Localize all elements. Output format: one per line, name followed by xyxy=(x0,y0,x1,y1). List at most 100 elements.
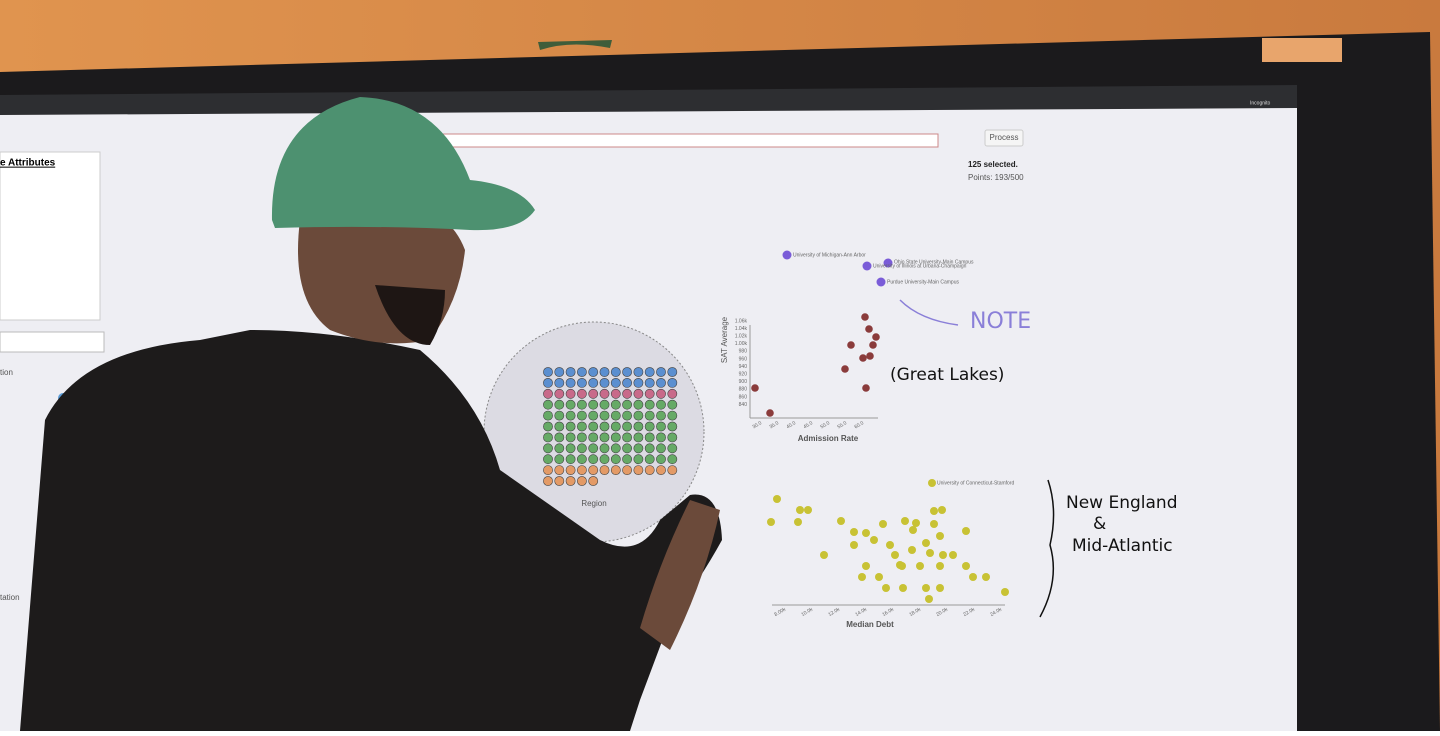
point xyxy=(837,517,845,525)
person-beard xyxy=(375,285,445,345)
waffle-dot xyxy=(577,399,587,410)
x-tick-label: 55.0 xyxy=(836,420,848,430)
waffle-dot xyxy=(667,410,678,421)
points-count: Points: 193/500 xyxy=(968,173,1024,182)
waffle-dot xyxy=(610,388,621,399)
search-box[interactable] xyxy=(0,331,105,353)
sticker xyxy=(1262,38,1342,62)
point xyxy=(883,258,893,268)
waffle-dot xyxy=(622,454,632,465)
waffle-dot xyxy=(588,476,599,486)
waffle-dot xyxy=(543,454,553,465)
point xyxy=(938,506,946,514)
point xyxy=(861,313,869,321)
x-axis-title: Median Debt xyxy=(846,620,894,629)
process-button[interactable] xyxy=(984,129,1024,147)
y-tick-label: 860 xyxy=(739,394,748,400)
waffle-dot xyxy=(565,367,576,377)
waffle-dot xyxy=(667,421,678,432)
point xyxy=(865,325,873,333)
waffle-dot xyxy=(667,432,678,443)
waffle-dot xyxy=(644,421,655,432)
point xyxy=(872,333,880,341)
waffle-dot xyxy=(599,377,610,388)
process-label[interactable]: Process xyxy=(990,133,1019,142)
point xyxy=(796,506,804,514)
waffle-dot xyxy=(599,432,610,443)
point xyxy=(982,573,990,581)
waffle-dot xyxy=(543,388,553,399)
waffle-dot xyxy=(543,443,553,454)
waffle-dot xyxy=(633,443,644,454)
waffle-dot xyxy=(656,377,666,388)
waffle-dot xyxy=(565,421,576,432)
sidebar-label: tion xyxy=(0,368,13,377)
point xyxy=(949,551,957,559)
waffle-dot xyxy=(599,367,610,377)
waffle-dot xyxy=(565,454,576,465)
waffle-dot xyxy=(554,399,565,410)
x-tick-label: 20.0k xyxy=(935,606,949,618)
waffle-dot xyxy=(577,377,587,388)
waffle-dot xyxy=(622,465,632,475)
waffle-dot xyxy=(565,465,576,475)
waffle-dot xyxy=(554,421,565,432)
waffle-dot xyxy=(554,476,565,486)
point xyxy=(751,384,759,392)
point xyxy=(916,562,924,570)
x-tick-label: 12.0k xyxy=(827,606,841,618)
waffle-dot xyxy=(577,476,587,486)
waffle-dot xyxy=(610,421,621,432)
waffle-dot xyxy=(610,367,621,377)
handwritten-note: NOTE xyxy=(970,309,1031,334)
waffle-dot xyxy=(577,443,587,454)
waffle-dot xyxy=(565,432,576,443)
waffle-dot xyxy=(622,432,632,443)
waffle-dot xyxy=(599,454,610,465)
y-tick-label: 1.00k xyxy=(735,341,748,347)
point xyxy=(901,517,909,525)
region-label: Region xyxy=(581,499,606,508)
sat-points xyxy=(751,250,893,417)
waffle-dot xyxy=(599,443,610,454)
point xyxy=(962,562,970,570)
waffle-dot xyxy=(656,388,666,399)
debt-points xyxy=(767,479,1009,603)
waffle-dot xyxy=(667,377,678,388)
x-tick-label: 22.0k xyxy=(962,606,976,618)
handwritten-note: Mid-Atlantic xyxy=(1072,536,1173,556)
handwritten-note: New England xyxy=(1066,493,1178,513)
point xyxy=(925,595,933,603)
waffle-dot xyxy=(622,367,632,377)
y-tick-label: 940 xyxy=(739,364,748,370)
point xyxy=(930,520,938,528)
point-label: Purdue University-Main Campus xyxy=(887,279,959,285)
waffle-dot xyxy=(577,432,587,443)
waffle-dot xyxy=(633,388,644,399)
point xyxy=(862,384,870,392)
point xyxy=(794,518,802,526)
waffle-dot xyxy=(577,421,587,432)
point xyxy=(886,541,894,549)
waffle-dot xyxy=(588,454,599,465)
point xyxy=(862,261,872,271)
waffle-dot xyxy=(622,399,632,410)
waffle-dot xyxy=(633,377,644,388)
x-tick-label: 16.0k xyxy=(881,606,895,618)
point xyxy=(882,584,890,592)
x-tick-label: 30.0 xyxy=(751,420,763,430)
query-box[interactable] xyxy=(439,133,939,148)
point xyxy=(926,549,934,557)
waffle-dot xyxy=(633,454,644,465)
point-label: University of Michigan-Ann Arbor xyxy=(793,252,866,258)
point-label: University of Illinois at Urbana-Champai… xyxy=(873,263,967,269)
point xyxy=(876,277,886,287)
waffle-dot xyxy=(588,367,599,377)
person-cap xyxy=(271,97,535,231)
waffle-dot xyxy=(599,465,610,475)
waffle-dot xyxy=(633,432,644,443)
waffle-dot xyxy=(577,367,587,377)
y-tick-label: 1.02k xyxy=(735,334,748,340)
waffle-dot xyxy=(588,399,599,410)
